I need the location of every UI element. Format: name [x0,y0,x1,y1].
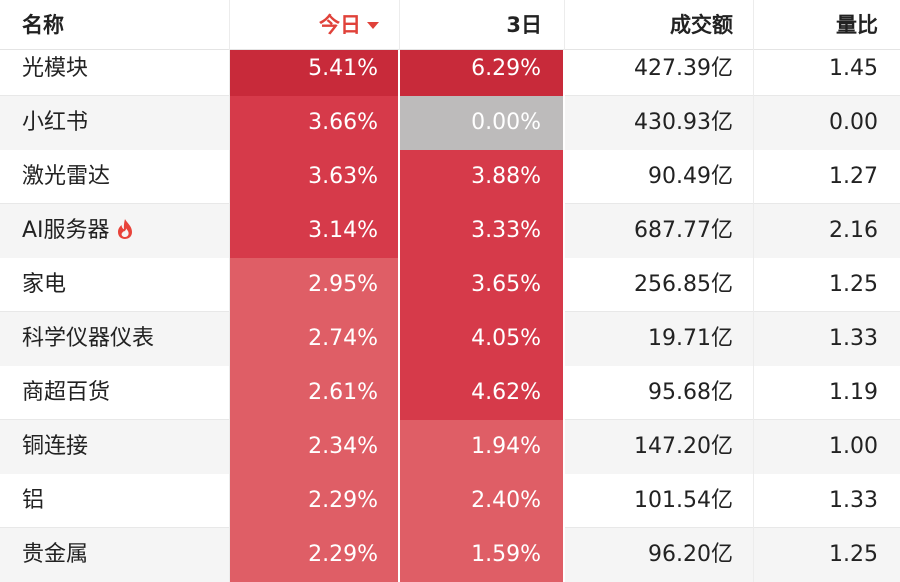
sector-name: 光模块 [22,56,89,81]
three-day-change-cell: 0.00% [400,96,565,150]
three-day-change-cell: 3.33% [400,204,565,258]
three-day-change-cell: 1.59% [400,528,565,582]
column-header-today-label: 今日 [319,13,361,37]
sector-name-cell: 科学仪器仪表 [0,312,230,366]
turnover-cell: 147.20亿 [565,420,754,474]
sector-name-cell: 小红书 [0,96,230,150]
today-change-cell: 3.14% [230,204,400,258]
volume-ratio-cell: 1.45 [829,56,878,81]
today-change-cell: 2.34% [230,420,400,474]
volume-ratio-cell: 1.25 [754,528,900,582]
turnover-cell: 427.39亿 [565,42,754,96]
today-change-cell: 2.29% [230,528,400,582]
table-header: 名称 今日 3日 成交额 量比 [0,0,900,50]
sector-name: 铜连接 [22,434,89,459]
table-row[interactable]: 激光雷达 3.63% 3.88% 90.49亿 1.27 [0,150,900,204]
turnover-cell: 430.93亿 [565,96,754,150]
today-change-cell: 2.95% [230,258,400,312]
three-day-change-cell: 6.29% [400,42,565,96]
volume-ratio-cell: 1.00 [754,420,900,474]
table-row[interactable]: 小红书 3.66% 0.00% 430.93亿 0.00 [0,96,900,150]
table-row[interactable]: 铜连接 2.34% 1.94% 147.20亿 1.00 [0,420,900,474]
sector-name-cell: 光模块 [0,42,230,96]
column-header-amount[interactable]: 成交额 [565,0,754,50]
sort-desc-icon [367,22,379,29]
sector-name-cell: 贵金属 [0,528,230,582]
table-row[interactable]: 商超百货 2.61% 4.62% 95.68亿 1.19 [0,366,900,420]
sector-name: 贵金属 [22,542,89,567]
today-change-cell: 2.61% [230,366,400,420]
table-row[interactable]: 铝 2.29% 2.40% 101.54亿 1.33 [0,474,900,528]
table-row[interactable]: 家电 2.95% 3.65% 256.85亿 1.25 [0,258,900,312]
sector-name: AI服务器 [22,218,110,243]
column-header-today[interactable]: 今日 [230,0,400,50]
column-header-volume-ratio[interactable]: 量比 [836,13,878,37]
three-day-change-cell: 3.88% [400,150,565,204]
sector-name: 家电 [22,272,67,297]
turnover-cell: 256.85亿 [565,258,754,312]
sector-name-cell: 激光雷达 [0,150,230,204]
turnover-cell: 687.77亿 [565,204,754,258]
three-day-change-cell: 1.94% [400,420,565,474]
sector-name-cell: 商超百货 [0,366,230,420]
sector-name-cell: AI服务器 [0,204,230,258]
sector-name: 科学仪器仪表 [22,326,155,351]
volume-ratio-cell: 1.33 [754,312,900,366]
sector-name-cell: 家电 [0,258,230,312]
turnover-cell: 96.20亿 [565,528,754,582]
three-day-change-cell: 4.62% [400,366,565,420]
table-row[interactable]: 光模块 5.41% 6.29% 427.39亿 1.45 [0,42,900,96]
volume-ratio-cell: 2.16 [754,204,900,258]
table-row[interactable]: 贵金属 2.29% 1.59% 96.20亿 1.25 [0,528,900,582]
today-change-cell: 5.41% [230,42,400,96]
sector-name-cell: 铝 [0,474,230,528]
three-day-change-cell: 3.65% [400,258,565,312]
table-row[interactable]: AI服务器 3.14% 3.33% 687.77亿 2.16 [0,204,900,258]
fire-icon [117,219,132,239]
sector-name: 商超百货 [22,380,111,405]
today-change-cell: 2.74% [230,312,400,366]
today-change-cell: 3.66% [230,96,400,150]
volume-ratio-cell: 1.33 [829,488,878,513]
sector-name: 激光雷达 [22,164,111,189]
sector-name: 小红书 [22,110,89,135]
column-header-three-day[interactable]: 3日 [400,0,565,50]
volume-ratio-cell: 0.00 [754,96,900,150]
turnover-cell: 101.54亿 [565,474,754,528]
table-row[interactable]: 科学仪器仪表 2.74% 4.05% 19.71亿 1.33 [0,312,900,366]
today-change-cell: 2.29% [230,474,400,528]
volume-ratio-cell: 1.25 [829,272,878,297]
turnover-cell: 90.49亿 [565,150,754,204]
three-day-change-cell: 4.05% [400,312,565,366]
column-header-name[interactable]: 名称 [0,0,230,50]
three-day-change-cell: 2.40% [400,474,565,528]
table-body: 光模块 5.41% 6.29% 427.39亿 1.45 小红书 3.66% 0.00% 430… [0,42,900,582]
turnover-cell: 19.71亿 [565,312,754,366]
volume-ratio-cell: 1.27 [829,164,878,189]
today-change-cell: 3.63% [230,150,400,204]
turnover-cell: 95.68亿 [565,366,754,420]
volume-ratio-cell: 1.19 [829,380,878,405]
sector-name-cell: 铜连接 [0,420,230,474]
sector-name: 铝 [22,488,45,513]
